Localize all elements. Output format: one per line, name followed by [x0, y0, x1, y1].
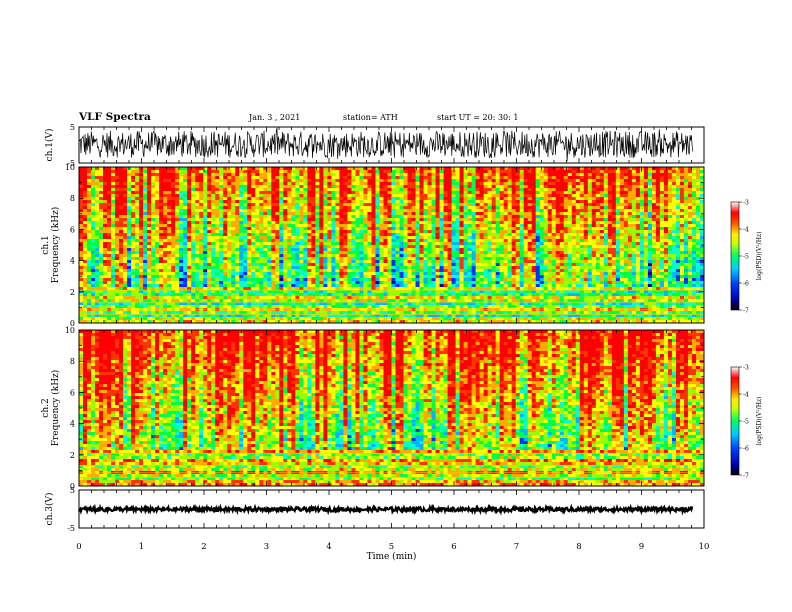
yaxis-label-channel: ch.1 [41, 235, 51, 254]
colorbar-tick-label: -4 [743, 227, 749, 234]
ch1-spectrogram-panel: 0 2 4 6 8 10 ch.1 Frequency (kHz) -3 -4 -5 -6 -7 log(… [41, 163, 763, 328]
ytick-label: 0 [70, 482, 75, 491]
xtick-label: 8 [576, 542, 581, 552]
yaxis-label: ch.1(V) [44, 129, 55, 162]
xtick-label: 4 [326, 542, 331, 552]
xaxis-label: Time (min) [367, 551, 417, 562]
ytick-label: 4 [70, 257, 75, 266]
ch2-spectrogram-image [79, 330, 705, 487]
colorbar-label: log(PSD)(V²/Hz) [756, 397, 763, 446]
yaxis-label-channel: ch.2 [41, 398, 51, 417]
header-date: Jan. 3 , 2021 [249, 113, 301, 122]
ytick-label: 10 [65, 326, 75, 335]
yaxis-label: ch.3(V) [44, 493, 55, 526]
xtick-label: 1 [139, 542, 144, 552]
colorbar-tick-label: -3 [743, 365, 749, 372]
ch1-waveform-panel: 5 -5 ch.1(V) [44, 123, 705, 168]
ytick-label: 6 [70, 388, 75, 397]
xtick-label: 9 [639, 542, 644, 552]
ch1-waveform-trace [78, 127, 694, 162]
colorbar-tick-label: -7 [743, 473, 749, 480]
ytick-label: 8 [70, 357, 75, 366]
ch1-spectrogram-colorbar: -3 -4 -5 -6 -7 log(PSD)(V²/Hz) [730, 200, 763, 315]
colorbar-tick-label: -7 [743, 308, 749, 315]
ch2-spectrogram-colorbar: -3 -4 -5 -6 -7 log(PSD)(V²/Hz) [730, 365, 763, 480]
colorbar-tick-label: -5 [743, 254, 749, 261]
header-start-ut: start UT = 20: 30: 1 [437, 113, 519, 122]
ytick-label: 5 [70, 123, 75, 132]
colorbar-label: log(PSD)(V²/Hz) [756, 232, 763, 281]
colorbar-gradient [730, 201, 740, 311]
ytick-label: 10 [65, 163, 75, 172]
ytick-label: 5 [70, 486, 75, 495]
figure-title: VLF Spectra [79, 111, 151, 123]
xtick-label: 3 [264, 542, 269, 552]
yaxis-label-frequency: Frequency (kHz) [50, 207, 61, 284]
colorbar-tick-label: -6 [743, 446, 749, 453]
xtick-label: 0 [76, 542, 81, 552]
colorbar-tick-label: -4 [743, 392, 749, 399]
ytick-label: 6 [70, 225, 75, 234]
colorbar-tick-label: -3 [743, 200, 749, 207]
yaxis-label-frequency: Frequency (kHz) [50, 370, 61, 447]
xtick-label: 2 [201, 542, 206, 552]
ch2-spectrogram-panel: 0 2 4 6 8 10 ch.2 Frequency (kHz) -3 -4 -5 -6 -7 log(… [41, 326, 763, 491]
ytick-label: 4 [70, 420, 75, 429]
ytick-label: -5 [67, 159, 75, 168]
ch3-waveform-trace [77, 503, 694, 516]
xtick-label: 7 [514, 542, 519, 552]
ch1-spectrogram-image [79, 167, 705, 324]
ytick-label: 8 [70, 194, 75, 203]
xtick-label: 6 [451, 542, 456, 552]
ytick-label: 0 [70, 319, 75, 328]
colorbar-gradient [730, 366, 740, 476]
header-station: station= ATH [343, 113, 398, 122]
ytick-label: -5 [67, 524, 75, 533]
colorbar-tick-label: -6 [743, 281, 749, 288]
ytick-label: 2 [70, 288, 75, 297]
xtick-label: 10 [699, 542, 710, 552]
xtick-label: 5 [389, 542, 394, 552]
colorbar-tick-label: -5 [743, 419, 749, 426]
ch3-waveform-panel: 5 -5 ch.3(V) 0 1 2 3 4 5 6 7 8 9 10 Time (min) [44, 486, 709, 562]
ytick-label: 2 [70, 451, 75, 460]
